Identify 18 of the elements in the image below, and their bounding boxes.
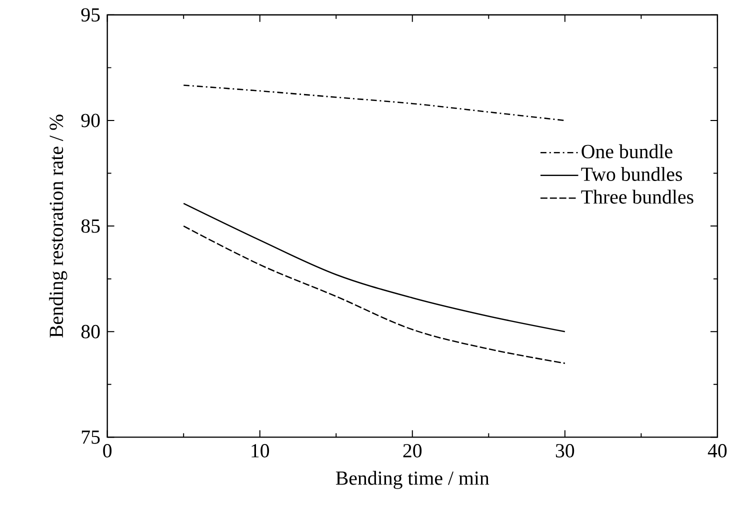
y-tick-label: 80 (81, 325, 100, 339)
x-tick-label: 10 (252, 444, 270, 458)
x-tick-label: 20 (403, 444, 422, 458)
y-tick-label: 90 (81, 114, 100, 128)
legend-label: Two bundles (581, 167, 682, 182)
x-tick-label: 0 (103, 444, 112, 458)
y-axis-title: Bending restoration rate / % (49, 114, 68, 338)
x-axis-title: Bending time / min (336, 471, 490, 490)
y-tick-label: 95 (81, 8, 100, 22)
legend-label: One bundle (582, 144, 672, 158)
line-series (182, 226, 566, 364)
x-tick-label: 40 (708, 444, 727, 458)
y-tick-label: 75 (82, 430, 100, 444)
y-tick-label: 85 (81, 220, 100, 233)
line-series (182, 84, 566, 122)
legend-label: Three bundles (581, 190, 694, 204)
x-tick-label: 30 (556, 444, 574, 458)
line-series (182, 202, 566, 332)
